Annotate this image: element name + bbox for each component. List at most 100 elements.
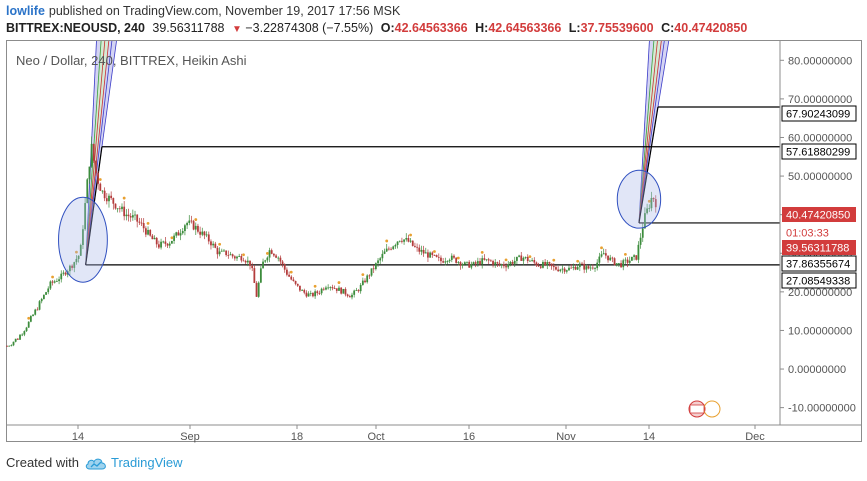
candle-body	[286, 269, 288, 275]
candle-body	[555, 267, 557, 270]
candle-body	[82, 229, 84, 245]
candle-body	[214, 243, 217, 248]
events-flag-circle	[703, 400, 721, 418]
price-tag-label: 57.61880299	[786, 147, 850, 159]
candle-body	[244, 260, 247, 263]
candle-body	[641, 228, 644, 238]
price-tag: 40.47420850	[782, 207, 856, 222]
signal-dot	[170, 236, 174, 240]
candle-body	[496, 262, 499, 264]
candle-body	[34, 309, 37, 315]
fan-base-line	[85, 146, 103, 265]
candle-body	[186, 222, 188, 226]
candle-body	[329, 287, 332, 288]
price-tag-bg	[781, 143, 857, 160]
signal-dot	[528, 255, 532, 258]
candle-body	[227, 255, 230, 256]
candle-body	[489, 260, 492, 262]
candle-body	[299, 285, 301, 291]
candle-body	[84, 203, 87, 230]
candle-body	[526, 256, 529, 262]
candle-body	[118, 208, 121, 210]
candle-body	[331, 287, 334, 289]
candle-body	[6, 345, 8, 347]
signal-dot	[289, 270, 293, 274]
candle-body	[544, 261, 547, 265]
candle-body	[218, 251, 221, 255]
candle-body	[45, 292, 47, 295]
candle-body	[253, 268, 256, 283]
fan-ray	[85, 41, 110, 265]
events-flag-icon	[688, 400, 721, 418]
candle-body	[53, 281, 56, 283]
candle-body	[377, 260, 379, 264]
candle-body	[648, 208, 651, 209]
username-link[interactable]: lowlife	[6, 4, 45, 18]
candle-body	[216, 247, 219, 255]
candle-body	[316, 291, 319, 294]
candle-body	[283, 264, 286, 270]
candle-body	[598, 256, 601, 263]
candle-body	[264, 260, 267, 262]
candle-body	[288, 274, 290, 277]
candle-body	[314, 291, 317, 297]
candle-body	[565, 270, 568, 272]
price-tag-bg	[781, 272, 857, 289]
signal-dot	[600, 246, 603, 250]
candle-body	[346, 294, 349, 297]
candle-body	[116, 208, 119, 210]
signal-dot	[576, 259, 580, 263]
signal-dot	[504, 258, 508, 262]
candle-body	[19, 334, 21, 340]
candle-body	[381, 253, 384, 259]
candle-body	[47, 288, 50, 293]
created-with-text: Created with	[6, 455, 79, 470]
candle-body	[457, 262, 460, 263]
candle-body	[327, 287, 330, 289]
candle-body	[166, 243, 169, 246]
fan-ray	[85, 41, 113, 265]
signal-dot	[98, 178, 102, 181]
candle-body	[238, 256, 241, 257]
fan-ray	[85, 41, 97, 265]
fan-base-line	[638, 106, 659, 224]
candle-body	[594, 268, 596, 269]
publish-header: lowlife published on TradingView.com, Nov…	[0, 0, 867, 38]
candle-body	[272, 253, 275, 256]
candle-body	[14, 338, 17, 342]
candle-body	[320, 288, 323, 294]
candle-body	[138, 221, 141, 223]
low-label: L:	[568, 21, 581, 35]
signal-dot	[265, 252, 269, 255]
candle-body	[407, 238, 410, 242]
candle-body	[572, 266, 575, 268]
candle-body	[262, 261, 264, 269]
candle-body	[160, 241, 162, 248]
candle-body	[123, 206, 126, 217]
candle-body	[110, 195, 113, 199]
candle-body	[309, 293, 312, 294]
candle-body	[374, 263, 377, 270]
candle-body	[8, 345, 11, 347]
candle-body	[136, 214, 139, 222]
candle-body	[58, 279, 60, 282]
candle-body	[654, 199, 657, 208]
chart-frame[interactable]	[6, 40, 862, 442]
candle-body	[77, 255, 80, 259]
high-value: 42.64563366	[488, 21, 562, 35]
candle-body	[615, 263, 618, 266]
price-tag: 37.86355674	[781, 255, 857, 272]
candle-body	[396, 241, 399, 245]
candle-body	[121, 206, 123, 210]
chart-title: Neo / Dollar, 240, BITTREX, Heikin Ashi	[16, 53, 247, 68]
signal-dot	[122, 196, 126, 200]
candle-body	[312, 293, 314, 297]
candle-body	[12, 341, 15, 346]
symbol-label: BITTREX:NEOUSD, 240	[6, 21, 145, 35]
candle-body	[62, 272, 65, 274]
price-tag: 57.61880299	[781, 143, 857, 160]
candle-body	[233, 256, 236, 259]
tradingview-link[interactable]: TradingView	[85, 455, 183, 470]
candle-body	[650, 197, 653, 209]
